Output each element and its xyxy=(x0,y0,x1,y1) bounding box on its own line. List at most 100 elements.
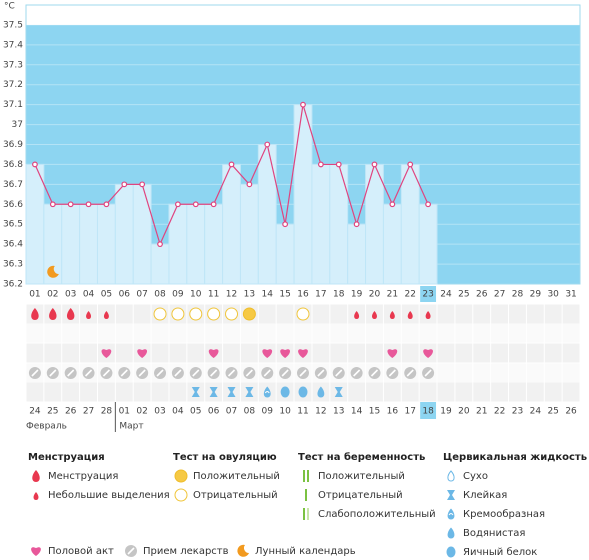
fluid-1 xyxy=(245,387,254,397)
row-cell xyxy=(437,323,455,343)
temp-point xyxy=(49,201,56,208)
hourglass xyxy=(227,387,236,397)
row-cell xyxy=(312,304,330,324)
other-1 xyxy=(297,367,309,379)
other-1 xyxy=(207,367,220,379)
y-tick-label: 36.8 xyxy=(3,160,23,170)
legend-label: Небольшие выделения xyxy=(48,490,170,501)
fluid-1 xyxy=(227,387,236,397)
legend-label: Кремообразная xyxy=(463,509,545,520)
temp-point xyxy=(353,221,360,228)
temp-bar xyxy=(311,163,331,285)
circle xyxy=(153,307,167,321)
pill-slash xyxy=(127,547,135,555)
today-box xyxy=(420,286,437,302)
legend-label: Яичный белок xyxy=(463,547,537,558)
row-cell xyxy=(455,323,473,343)
row-cell xyxy=(562,382,580,402)
strip xyxy=(303,508,305,520)
plot-top xyxy=(26,5,580,25)
day-label: 05 xyxy=(101,290,112,300)
menstruation-0 xyxy=(49,308,57,320)
temp-point xyxy=(389,201,396,208)
other-1 xyxy=(171,367,184,379)
day-label: 24 xyxy=(440,290,452,300)
temp-bar xyxy=(275,223,295,285)
row-cell xyxy=(366,382,383,402)
temp-point xyxy=(85,201,92,208)
legend-label: Лунный календарь xyxy=(255,546,356,557)
row-cell xyxy=(509,304,526,324)
row-cell xyxy=(437,304,455,324)
row-cell xyxy=(258,304,276,324)
temp-point xyxy=(228,161,235,168)
legend-title: Тест на овуляцию xyxy=(173,452,277,463)
swirl xyxy=(448,513,454,516)
row-cell xyxy=(526,382,544,402)
row-cell xyxy=(455,343,473,363)
day-label: 25 xyxy=(458,290,469,300)
row-cell xyxy=(26,323,44,343)
cycle-date: 21 xyxy=(476,407,487,417)
row-cell xyxy=(205,323,223,343)
y-tick-label: 37.1 xyxy=(3,100,23,110)
moon xyxy=(47,265,59,278)
row-cell xyxy=(401,343,419,363)
pill-slash xyxy=(138,369,146,377)
temp-bar xyxy=(329,163,349,285)
ovulation-1 xyxy=(225,307,239,321)
row-cell xyxy=(383,323,401,343)
heart xyxy=(280,349,291,358)
other-1 xyxy=(125,545,137,557)
other-0 xyxy=(101,349,112,358)
temp-point xyxy=(192,201,199,208)
temp-bar xyxy=(418,203,438,285)
y-tick-label: 36.7 xyxy=(3,180,23,190)
row-cell xyxy=(312,343,330,363)
day-label: 27 xyxy=(494,290,505,300)
drop xyxy=(389,311,395,319)
legend-label: Положительный xyxy=(193,471,280,482)
row-cell xyxy=(437,343,455,363)
legend-title: Тест на беременность xyxy=(298,451,425,463)
pill-slash xyxy=(84,369,93,377)
pill-slash xyxy=(120,369,128,377)
temp-bar xyxy=(150,243,170,285)
row-cell xyxy=(562,304,580,324)
day-label: 06 xyxy=(119,290,131,300)
ovulation-1 xyxy=(171,307,185,321)
cycle-date: 01 xyxy=(119,407,130,417)
row-cell xyxy=(437,363,455,383)
temp-point xyxy=(371,161,378,168)
pill-slash xyxy=(281,369,289,377)
temp-point xyxy=(67,201,74,208)
cycle-date: 26 xyxy=(65,407,77,417)
other-1 xyxy=(154,367,167,379)
month-label: Февраль xyxy=(26,422,67,432)
temp-point xyxy=(157,241,163,248)
other-1 xyxy=(404,367,417,379)
day-label: 30 xyxy=(547,290,559,300)
row-cell xyxy=(473,363,491,383)
drop xyxy=(66,308,75,320)
temp-point xyxy=(282,221,289,228)
pregnancy-0 xyxy=(303,470,309,482)
heart xyxy=(387,349,398,358)
temp-point xyxy=(175,201,181,208)
temp-bar xyxy=(222,163,241,285)
row-cell xyxy=(258,323,276,343)
legend-label: Менструация xyxy=(48,471,118,482)
heart xyxy=(31,547,41,556)
temp-point xyxy=(210,201,217,208)
day-label: 29 xyxy=(530,290,542,300)
row-cell xyxy=(62,382,80,402)
row-cell xyxy=(187,323,205,343)
temp-point xyxy=(407,161,414,168)
row-cell xyxy=(419,323,437,343)
day-label: 02 xyxy=(47,290,58,300)
menstruation-0 xyxy=(31,308,39,320)
cycle-date: 08 xyxy=(244,407,256,417)
cycle-date: 14 xyxy=(351,407,363,417)
other-2 xyxy=(237,544,249,557)
temp-point xyxy=(317,161,324,168)
